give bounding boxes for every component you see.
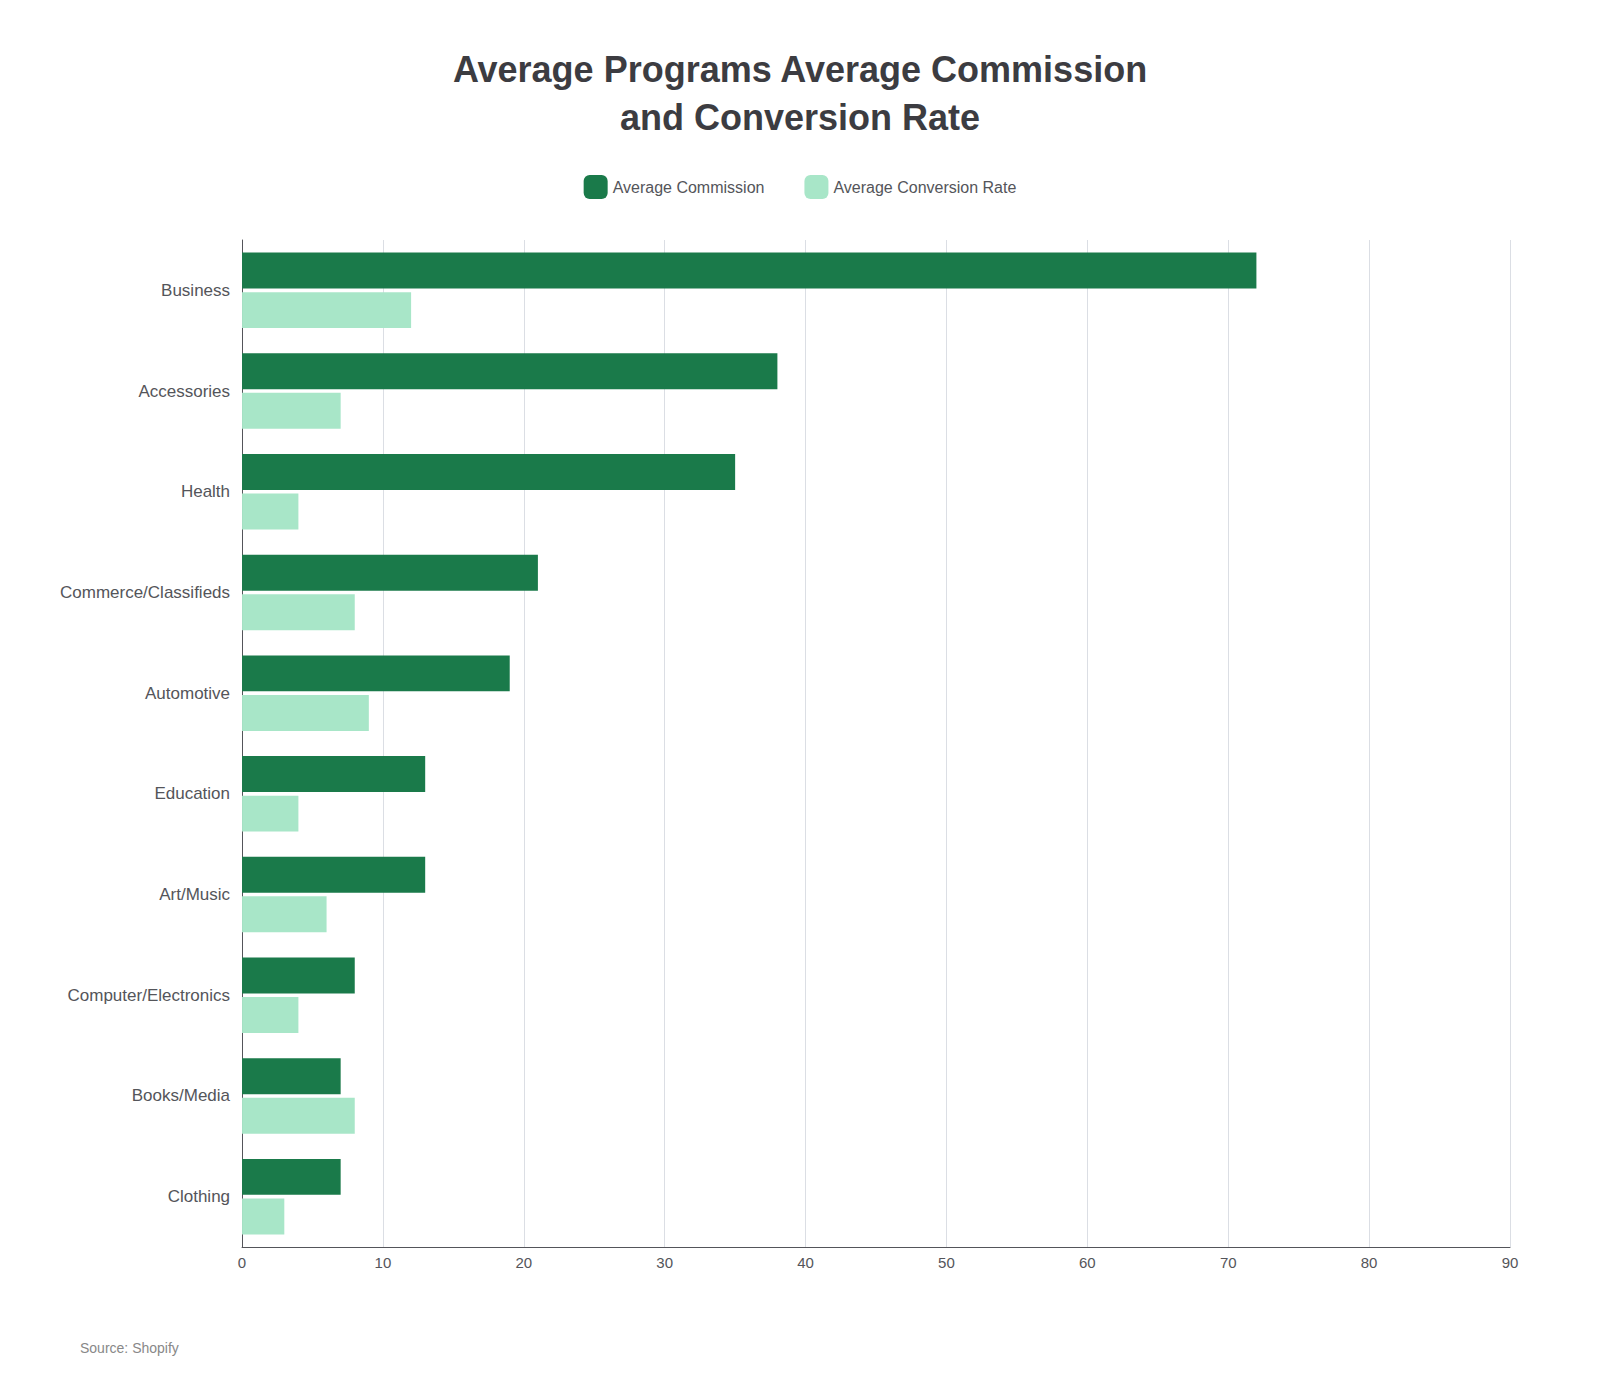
- svg-text:90: 90: [1502, 1254, 1519, 1271]
- svg-text:Average Conversion Rate: Average Conversion Rate: [833, 179, 1016, 196]
- svg-text:20: 20: [515, 1254, 532, 1271]
- svg-text:0: 0: [238, 1254, 246, 1271]
- svg-text:Average Programs Average Commi: Average Programs Average Commission: [453, 49, 1147, 90]
- svg-text:30: 30: [656, 1254, 673, 1271]
- svg-text:Art/Music: Art/Music: [159, 885, 230, 904]
- svg-text:and Conversion Rate: and Conversion Rate: [620, 97, 980, 138]
- svg-text:Automotive: Automotive: [145, 684, 230, 703]
- svg-text:Books/Media: Books/Media: [132, 1086, 231, 1105]
- svg-text:Computer/Electronics: Computer/Electronics: [68, 986, 231, 1005]
- svg-text:Source: Shopify: Source: Shopify: [80, 1340, 179, 1356]
- svg-text:70: 70: [1220, 1254, 1237, 1271]
- svg-text:Average Commission: Average Commission: [613, 179, 765, 196]
- svg-text:40: 40: [797, 1254, 814, 1271]
- svg-text:50: 50: [938, 1254, 955, 1271]
- svg-text:Business: Business: [161, 281, 230, 300]
- svg-text:Clothing: Clothing: [168, 1187, 230, 1206]
- svg-text:Accessories: Accessories: [138, 382, 230, 401]
- svg-text:60: 60: [1079, 1254, 1096, 1271]
- svg-text:80: 80: [1361, 1254, 1378, 1271]
- svg-text:Health: Health: [181, 482, 230, 501]
- svg-text:Commerce/Classifieds: Commerce/Classifieds: [60, 583, 230, 602]
- svg-text:10: 10: [375, 1254, 392, 1271]
- svg-text:Education: Education: [154, 784, 230, 803]
